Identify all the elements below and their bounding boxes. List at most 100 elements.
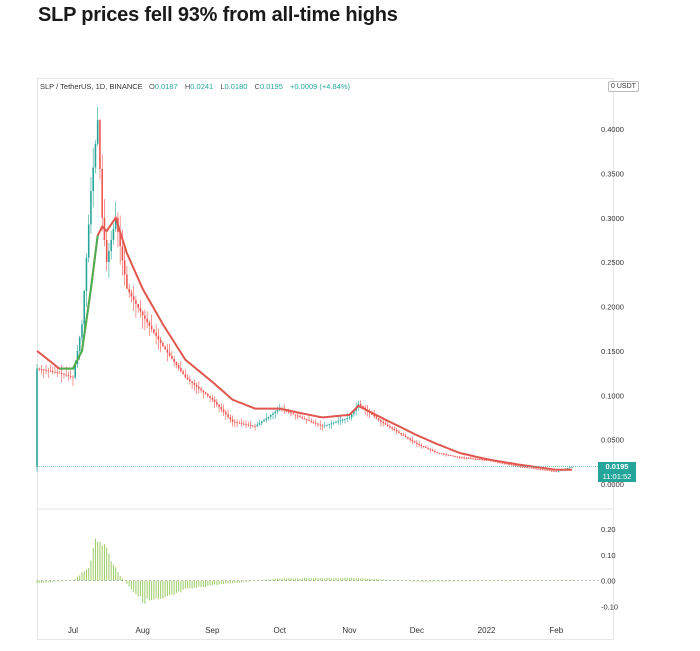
candle-body (532, 468, 535, 469)
currency-selector[interactable]: 0 USDT (608, 81, 639, 92)
candle-body (537, 468, 540, 470)
symbol-header: SLP / TetherUS, 1D, BINANCE O0.0187 H0.0… (40, 82, 350, 91)
candle-body (353, 410, 355, 415)
candle-body (436, 451, 438, 453)
candle-body (256, 424, 259, 427)
histogram-bar (330, 578, 332, 581)
histogram-bar (513, 580, 515, 582)
candle-body (566, 468, 569, 469)
histogram-bar (254, 580, 256, 582)
histogram-bar (106, 547, 108, 581)
histogram-bar (504, 580, 506, 582)
histogram-bar (569, 580, 571, 581)
histogram-bar (537, 580, 539, 582)
candle-body (85, 257, 88, 291)
candle-body (198, 386, 200, 389)
candle-body (67, 375, 70, 377)
candle-body (510, 464, 513, 466)
histogram-bar (202, 580, 204, 588)
candle-body (515, 465, 517, 467)
candle-body (461, 457, 463, 459)
histogram-bar (121, 578, 123, 581)
histogram-bar (81, 572, 83, 581)
high-label: H (184, 82, 191, 91)
histogram-bar (223, 580, 225, 585)
histogram-bar (184, 580, 186, 589)
candle-body (377, 418, 380, 421)
candle-body (553, 470, 555, 472)
last-price-value: 0.0195 (605, 462, 629, 471)
histogram-bar (205, 580, 207, 588)
histogram-bar (492, 580, 494, 582)
histogram-bar (155, 580, 157, 599)
candle-body (261, 421, 263, 424)
candle-body (240, 423, 243, 425)
x-tick-label: Jul (68, 626, 78, 635)
candle-body (501, 462, 504, 464)
candle-body (431, 449, 434, 451)
y-tick-label: 0.4000 (601, 125, 624, 134)
histogram-bar (346, 577, 348, 581)
histogram-bar (281, 578, 283, 581)
candle-body (422, 446, 425, 448)
candle-body (126, 274, 128, 289)
histogram-bar (402, 580, 404, 582)
candle-body (276, 410, 279, 412)
moving-average-highlight (59, 235, 99, 370)
histogram-bar (461, 580, 463, 582)
histogram-bar (510, 580, 512, 582)
histogram-bar (427, 580, 429, 582)
candle-body (546, 470, 549, 471)
candle-body (72, 376, 74, 378)
histogram-bar (549, 580, 551, 582)
candle-body (440, 453, 443, 455)
histogram-bar (65, 580, 67, 582)
histogram-bar (243, 580, 245, 582)
candle-body (389, 426, 391, 428)
histogram-bar (83, 571, 85, 581)
histogram-bar (337, 578, 339, 581)
candle-body (234, 421, 236, 423)
candle-body (287, 411, 290, 413)
candle-body (550, 470, 553, 472)
candle-body (90, 191, 92, 225)
candle-body (216, 402, 218, 405)
x-tick-label: Dec (410, 626, 424, 635)
histogram-bar (515, 580, 517, 582)
histogram-bar (544, 580, 546, 582)
candle-body (180, 368, 182, 372)
candle-body (402, 434, 405, 436)
histogram-bar (571, 579, 573, 581)
candle-body (60, 373, 63, 374)
histogram-bar (187, 580, 189, 589)
candle-body (339, 420, 342, 422)
histogram-bar (214, 580, 216, 585)
x-tick-label: Feb (549, 626, 563, 635)
candle-body (128, 288, 130, 293)
histogram-bar (526, 580, 528, 582)
histogram-bar (375, 578, 377, 581)
candle-body (173, 358, 175, 362)
histogram-bar (299, 578, 301, 581)
histogram-y-tick-label: 0.10 (601, 551, 616, 560)
candle-body (99, 120, 101, 169)
candle-body (36, 368, 38, 467)
candle-body (292, 413, 295, 415)
histogram-bar (560, 580, 562, 582)
histogram-bar (63, 580, 65, 582)
histogram-bar (528, 580, 530, 582)
histogram-bar (74, 578, 76, 581)
histogram-bar (295, 578, 297, 581)
candle-body (130, 292, 133, 297)
histogram-bar (135, 580, 137, 595)
histogram-bar (180, 580, 182, 593)
histogram-bar (499, 580, 501, 582)
candle-body (526, 467, 528, 468)
candle-body (521, 466, 524, 468)
histogram-bar (277, 578, 279, 581)
candle-body (92, 167, 94, 192)
histogram-bar (133, 580, 135, 592)
histogram-bar (328, 578, 330, 581)
candle-body (362, 405, 364, 408)
candle-body (51, 371, 54, 373)
